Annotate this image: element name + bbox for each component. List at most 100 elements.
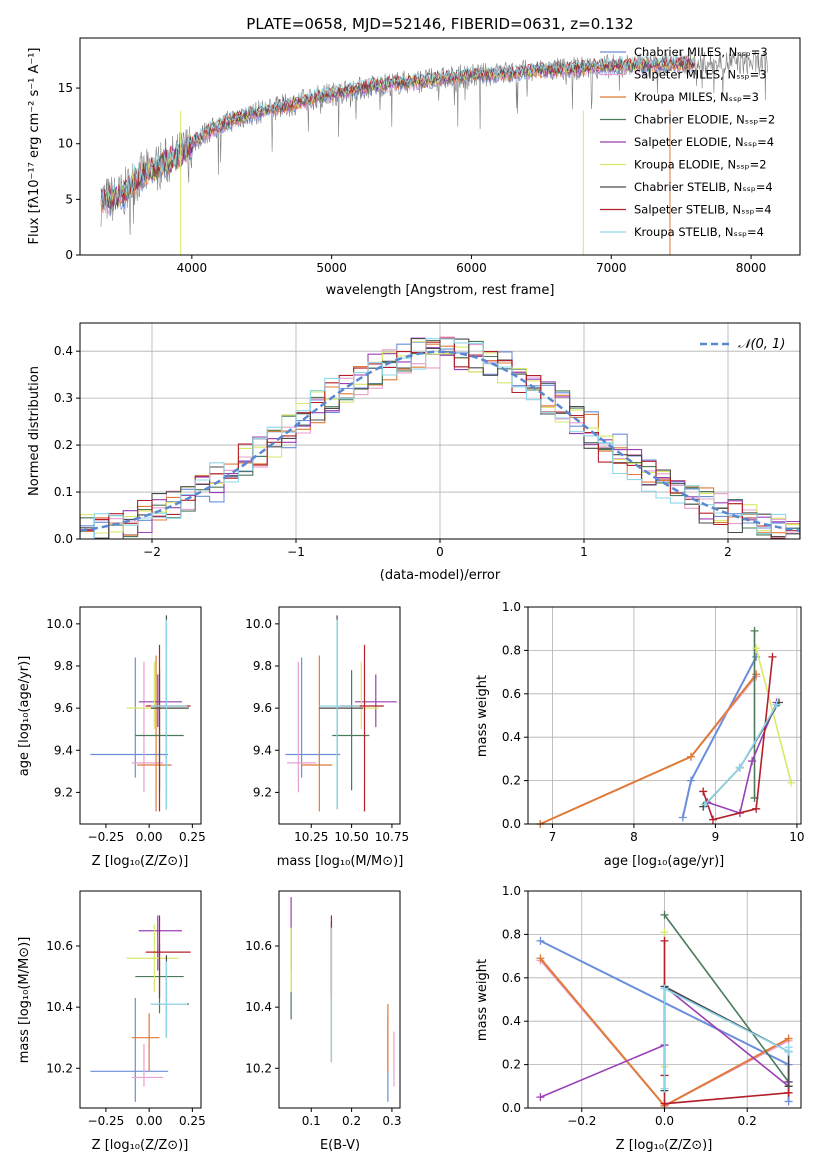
mass-weight-marker	[660, 910, 669, 919]
error-bar-point	[138, 915, 182, 971]
x-tick-label: 0.1	[302, 1114, 321, 1128]
mass-weight-marker	[678, 813, 687, 822]
residual-panel: −2 −1 0 1 2 0.0 0.1 0.2 0.3 0.4 (data-model)/erro…	[27, 322, 801, 583]
age-vs-z-ylabel: age [log₁₀(age/yr)]	[17, 656, 32, 777]
mass-weight-marker	[784, 1034, 793, 1043]
y-tick-label: 0.6	[502, 687, 521, 701]
x-tick-label: 4000	[177, 261, 208, 275]
mass-vs-z-panel: −0.25 0.00 0.25 10.2 10.4 10.6 Z [log₁₀(Z/Z⊙)…	[17, 890, 206, 1153]
y-tick-label: 15	[58, 81, 73, 95]
x-tick-label: 5000	[316, 261, 347, 275]
y-tick-label: 0.8	[502, 927, 521, 941]
mass-vs-z-xlabel: Z [log₁₀(Z/Z⊙)]	[92, 1138, 189, 1153]
y-tick-label: 9.8	[54, 659, 73, 673]
weight-vs-age-ylabel: mass weight	[475, 675, 490, 757]
weight-vs-z-xlabel: Z [log₁₀(Z/Z⊙)]	[616, 1138, 713, 1153]
x-tick-label: 9	[712, 830, 720, 844]
mass-weight-marker	[784, 1097, 793, 1106]
spectrum-panel: 4000 5000 6000 7000 8000 0 5 10 15 wavelength [A…	[27, 37, 801, 298]
mass-weight-marker	[784, 1088, 793, 1097]
x-tick-label: −2	[143, 545, 161, 559]
residual-xlabel: (data-model)/error	[380, 568, 501, 583]
mass-weight-line	[539, 673, 757, 825]
y-tick-label: 0.6	[502, 971, 521, 985]
x-tick-label: 8	[630, 830, 638, 844]
model-spectrum-line	[100, 54, 696, 209]
legend-label: Salpeter STELIB, Nₛₛₚ=4	[634, 203, 772, 217]
mass-weight-marker	[750, 626, 759, 635]
x-tick-label: −0.25	[88, 830, 125, 844]
y-tick-label: 0.0	[502, 1101, 521, 1115]
x-tick-label: 0.0	[655, 1114, 674, 1128]
weight-vs-age-panel: 7 8 9 10 0.0 0.2 0.4 0.6 0.8 1.0 age [log₁₀(age/y…	[475, 600, 805, 869]
x-tick-label: 7000	[596, 261, 627, 275]
y-tick-label: 10.2	[245, 1061, 272, 1075]
y-tick-label: 0.4	[502, 730, 521, 744]
x-tick-label: 0.2	[738, 1114, 757, 1128]
model-spectrum-line	[100, 56, 696, 208]
y-tick-label: 0.1	[54, 485, 73, 499]
error-bar-point	[332, 670, 370, 791]
mass-weight-marker	[536, 1093, 545, 1102]
error-bar-point	[150, 955, 189, 1038]
mass-weight-line	[755, 647, 792, 784]
error-bar-point	[285, 657, 341, 778]
error-bar-point	[90, 997, 169, 1102]
y-tick-label: 0.2	[54, 438, 73, 452]
legend-label: Salpeter ELODIE, Nₛₛₚ=4	[634, 135, 774, 149]
mass-weight-marker	[536, 954, 545, 963]
error-bar-point	[319, 619, 360, 810]
y-tick-label: 10.2	[46, 1061, 73, 1075]
legend-label: Chabrier STELIB, Nₛₛₚ=4	[634, 180, 773, 194]
x-tick-label: 0.00	[136, 1114, 163, 1128]
mass-weight-marker	[784, 1043, 793, 1052]
error-bar-point	[343, 661, 380, 730]
x-tick-label: 0.3	[382, 1114, 401, 1128]
y-tick-label: 10.6	[245, 939, 272, 953]
error-bar-point	[340, 644, 384, 812]
weight-vs-age-xlabel: age [log₁₀(age/yr)]	[604, 854, 725, 869]
mass-weight-marker	[686, 776, 695, 785]
mass-weight-line	[539, 675, 757, 825]
x-tick-label: −0.25	[88, 1114, 125, 1128]
y-tick-label: 9.2	[54, 785, 73, 799]
x-tick-label: 0.2	[342, 1114, 361, 1128]
gaussian-curve	[80, 350, 800, 533]
mass-weight-marker	[699, 787, 708, 796]
x-tick-label: 1	[580, 545, 588, 559]
y-tick-label: 5	[65, 192, 73, 206]
age-vs-mass-xlabel: mass [log₁₀(M/M⊙)]	[277, 854, 404, 869]
mass-weight-line	[663, 914, 790, 1083]
error-bar-point	[131, 1013, 160, 1072]
x-tick-label: 6000	[456, 261, 487, 275]
mass-weight-marker	[660, 1099, 669, 1108]
age-vs-z-panel: −0.25 0.00 0.25 9.2 9.4 9.6 9.8 10.0 Z [log₁₀(Z…	[17, 606, 206, 869]
x-tick-label: 8000	[736, 261, 767, 275]
error-bar-point	[145, 915, 191, 998]
mass-weight-marker	[660, 1084, 669, 1093]
error-bar-point	[131, 1043, 163, 1087]
y-tick-label: 0.8	[502, 643, 521, 657]
mass-vs-ebv-panel: 0.1 0.2 0.3 10.2 10.4 10.6 E(B-V)	[245, 890, 401, 1153]
mass-weight-marker	[752, 670, 761, 679]
y-tick-label: 9.6	[54, 701, 73, 715]
spectrum-lines	[100, 51, 768, 255]
residual-histogram	[80, 338, 800, 539]
gaussian-legend-label: 𝒩(0, 1)	[738, 337, 785, 352]
mass-weight-marker	[768, 652, 777, 661]
y-tick-label: 9.6	[253, 701, 272, 715]
y-tick-label: 0.0	[54, 532, 73, 546]
y-tick-label: 10.0	[245, 617, 272, 631]
spectrum-ylabel: Flux [fλ10⁻¹⁷ erg cm⁻² s⁻¹ A⁻¹]	[27, 48, 42, 245]
error-bar-point	[301, 655, 333, 812]
mass-weight-line	[663, 940, 789, 1105]
mass-weight-marker	[660, 928, 669, 937]
mass-weight-marker	[708, 815, 717, 824]
mass-weight-line	[702, 656, 774, 821]
y-tick-label: 9.4	[253, 743, 272, 757]
age-vs-z-xlabel: Z [log₁₀(Z/Z⊙)]	[92, 854, 189, 869]
x-tick-label: 0.25	[179, 1114, 206, 1128]
legend-label: Kroupa ELODIE, Nₛₛₚ=2	[634, 158, 767, 172]
error-bar-point	[131, 661, 163, 793]
